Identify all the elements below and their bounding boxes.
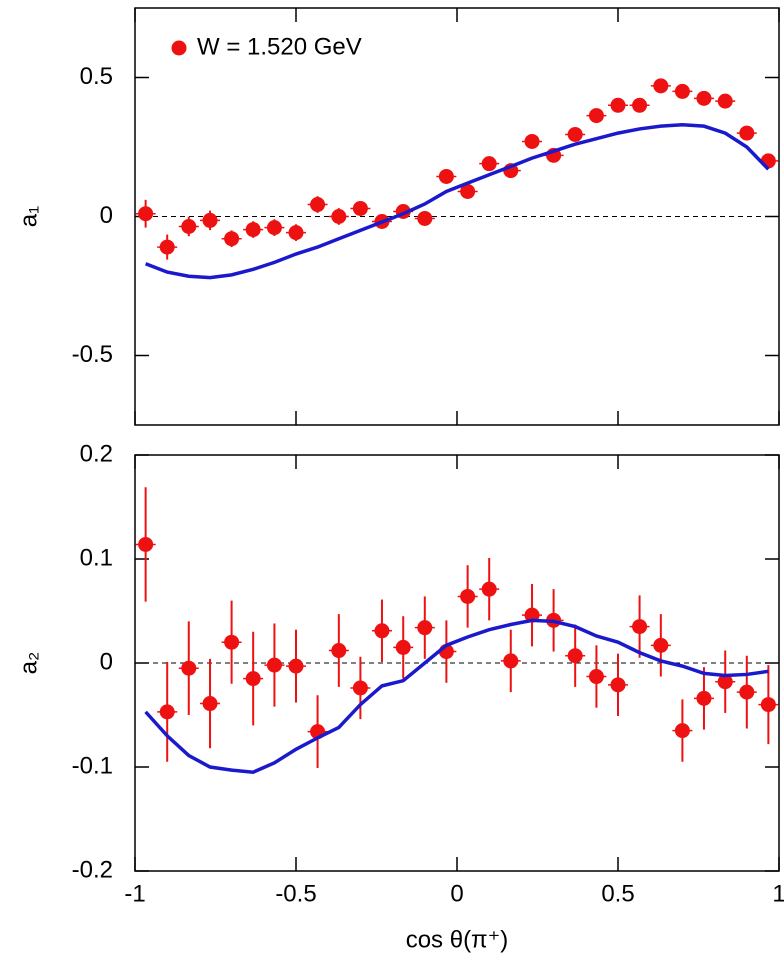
data-point <box>331 643 347 659</box>
y-tick-label: 0 <box>100 648 113 675</box>
data-point <box>159 704 175 720</box>
data-point <box>696 690 712 706</box>
data-point <box>632 97 648 113</box>
data-point <box>674 723 690 739</box>
model-curve <box>144 618 769 774</box>
data-point <box>567 648 583 664</box>
data-point <box>760 697 776 713</box>
data-point <box>417 210 433 226</box>
y-tick-label: 0.2 <box>80 440 113 467</box>
y-tick-label: -0.5 <box>72 341 113 368</box>
data-point <box>696 90 712 106</box>
data-point <box>266 220 282 236</box>
data-point <box>310 197 326 213</box>
data-point <box>159 239 175 255</box>
data-point <box>352 680 368 696</box>
data-point <box>481 581 497 597</box>
model-curve <box>144 123 770 280</box>
plot-frame <box>134 7 780 426</box>
x-tick-label: -0.5 <box>275 880 316 907</box>
data-point <box>417 620 433 636</box>
data-point <box>438 168 454 184</box>
data-point <box>331 209 347 224</box>
data-point <box>653 78 669 94</box>
data-point <box>460 588 476 604</box>
data-point <box>202 212 218 228</box>
data-point <box>288 225 304 241</box>
x-tick-label: -1 <box>124 880 145 907</box>
data-point <box>138 536 154 552</box>
data-point <box>610 677 626 693</box>
data-point <box>739 684 755 700</box>
y-tick-label: 0.5 <box>80 63 113 90</box>
data-point <box>739 125 755 141</box>
legend-marker <box>171 40 187 56</box>
y-axis-label: a₁ <box>15 206 42 227</box>
data-point <box>632 619 648 635</box>
x-axis-label: cos θ(π⁺) <box>406 926 509 953</box>
data-point <box>717 674 733 690</box>
y-tick-label: -0.1 <box>72 752 113 779</box>
data-point <box>481 156 497 172</box>
data-point <box>524 133 540 149</box>
data-point <box>588 108 604 124</box>
data-point <box>374 623 390 639</box>
x-tick-label: 1 <box>772 880 784 907</box>
data-point <box>138 206 154 222</box>
legend-label: W = 1.520 GeV <box>197 33 362 60</box>
data-point <box>288 658 304 674</box>
data-point <box>245 671 261 687</box>
data-point <box>588 669 604 685</box>
data-point <box>266 657 282 673</box>
y-tick-label: -0.2 <box>72 856 113 883</box>
data-point <box>224 231 240 247</box>
y-axis-label: a₂ <box>15 652 42 675</box>
data-point <box>352 200 368 216</box>
data-point <box>181 219 197 235</box>
data-point <box>567 126 583 142</box>
x-tick-label: 0.5 <box>601 880 634 907</box>
x-tick-label: 0 <box>450 880 463 907</box>
data-point <box>202 696 218 712</box>
y-tick-label: 0 <box>100 202 113 229</box>
data-point <box>717 93 733 109</box>
data-point <box>653 637 669 653</box>
data-point <box>181 660 197 676</box>
data-point <box>245 222 261 238</box>
data-point <box>224 634 240 650</box>
data-point <box>610 97 626 113</box>
data-point <box>460 183 476 199</box>
data-point <box>395 639 411 655</box>
data-point <box>503 653 519 669</box>
y-tick-label: 0.1 <box>80 544 113 571</box>
data-point <box>674 83 690 99</box>
